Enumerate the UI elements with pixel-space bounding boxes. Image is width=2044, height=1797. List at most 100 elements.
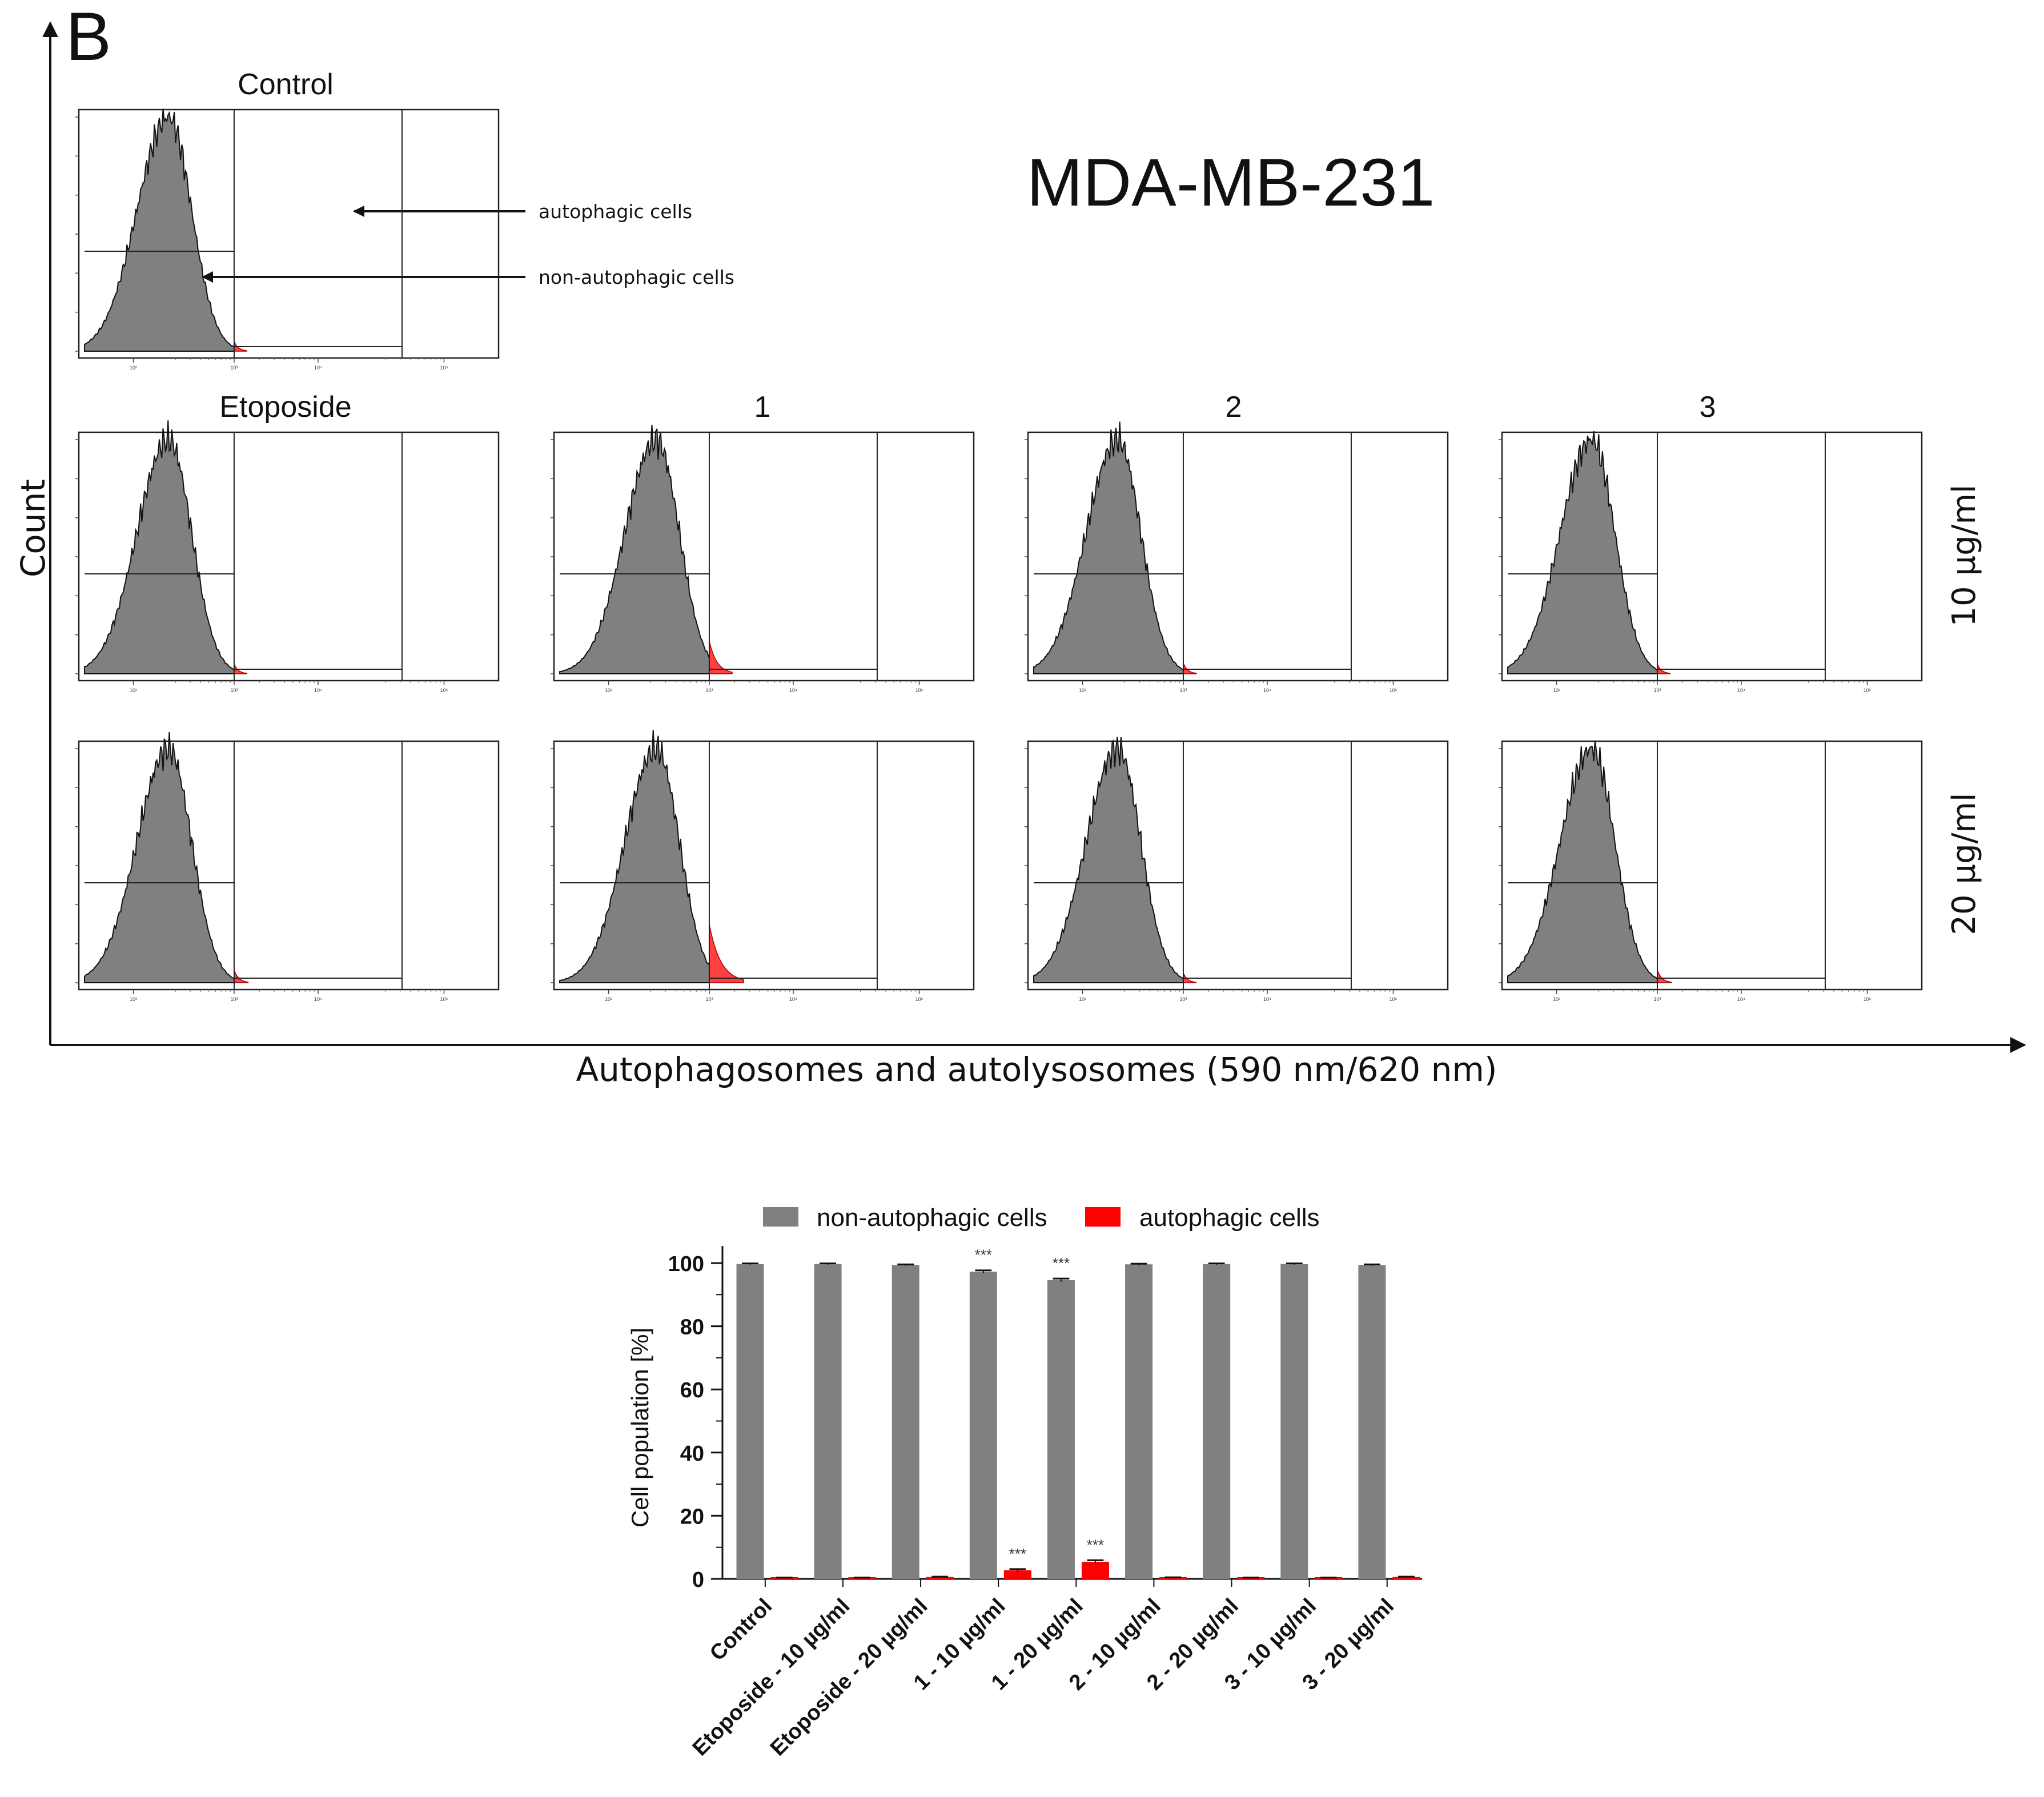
bar-category-label: Etoposide - 10 µg/ml	[688, 1594, 855, 1761]
hist-x-tick-label: 10³	[1653, 996, 1661, 1002]
autophagic-histogram	[1183, 972, 1196, 983]
bar-non-autophagic	[1280, 1264, 1308, 1579]
histogram-panel: 10² 10³ 10⁴ 10⁵	[1025, 737, 1449, 1002]
hist-x-tick-label: 10⁴	[1263, 996, 1271, 1002]
hist-x-tick-label: 10⁴	[1737, 996, 1745, 1002]
hist-x-tick-label: 10²	[1079, 996, 1086, 1002]
autophagic-histogram	[234, 664, 247, 674]
hist-x-tick-label: 10⁴	[1737, 688, 1745, 693]
bar-non-autophagic	[1125, 1264, 1153, 1579]
significance-marker: ***	[975, 1247, 992, 1264]
count-axis-label: Count	[14, 479, 53, 577]
title-compound-3: 3	[1700, 391, 1716, 424]
hist-x-tick-label: 10⁵	[440, 365, 448, 371]
non-autophagic-annotation: non-autophagic cells	[539, 266, 734, 288]
hist-x-tick-label: 10³	[705, 688, 713, 693]
cell-line-title: MDA-MB-231	[1027, 145, 1435, 220]
hist-x-tick-label: 10²	[130, 996, 137, 1002]
histogram-panel: 10² 10³ 10⁴ 10⁵	[75, 108, 500, 371]
legend: non-autophagic cells autophagic cells	[763, 1204, 1320, 1232]
non-autophagic-histogram	[559, 730, 710, 983]
legend-swatch-autophagic	[1085, 1207, 1121, 1227]
hist-x-tick-label: 10³	[1653, 688, 1661, 693]
bar-y-tick-label: 40	[680, 1442, 704, 1466]
autophagic-histogram	[234, 341, 247, 352]
bar-non-autophagic	[1047, 1280, 1075, 1579]
hist-x-tick-label: 10⁵	[1390, 688, 1398, 693]
hist-x-tick-label: 10⁵	[1864, 688, 1872, 693]
significance-marker: ***	[1053, 1255, 1070, 1272]
hist-x-tick-label: 10²	[130, 688, 137, 693]
autophagic-histogram	[234, 970, 249, 983]
histogram-panel: 10² 10³ 10⁴ 10⁵	[1025, 421, 1449, 693]
bar-non-autophagic	[736, 1264, 764, 1579]
hist-x-tick-label: 10⁴	[789, 688, 797, 693]
non-autophagic-histogram	[1507, 431, 1658, 674]
histogram-panel: 10² 10³ 10⁴ 10⁵	[75, 420, 500, 693]
hist-x-tick-label: 10⁴	[314, 996, 322, 1002]
hist-x-tick-label: 10²	[605, 688, 612, 693]
autophagic-histogram	[709, 641, 733, 674]
hist-x-tick-label: 10³	[705, 996, 713, 1002]
title-compound-1: 1	[754, 391, 771, 424]
legend-label-autophagic: autophagic cells	[1139, 1204, 1320, 1232]
hist-x-tick-label: 10²	[1553, 996, 1560, 1002]
bar-y-tick-label: 0	[692, 1568, 704, 1592]
bar-category-label: Etoposide - 20 µg/ml	[766, 1594, 933, 1761]
legend-label-non-autophagic: non-autophagic cells	[817, 1204, 1047, 1232]
non-autophagic-histogram	[1033, 421, 1184, 674]
bar-non-autophagic	[1203, 1264, 1231, 1579]
non-autophagic-histogram	[84, 420, 235, 674]
histogram-panel: 10² 10³ 10⁴ 10⁵	[551, 424, 975, 693]
bar-non-autophagic	[892, 1265, 919, 1579]
hist-x-tick-label: 10⁵	[1864, 996, 1872, 1002]
hist-x-tick-label: 10⁴	[314, 365, 322, 371]
bar-chart: non-autophagic cells autophagic cells Ce…	[627, 1204, 1422, 1760]
hist-x-tick-label: 10²	[130, 365, 137, 371]
hist-x-tick-label: 10⁵	[440, 688, 448, 693]
hist-x-tick-label: 10³	[230, 688, 238, 693]
bar-non-autophagic	[969, 1271, 997, 1579]
legend-swatch-non-autophagic	[763, 1207, 798, 1227]
hist-x-tick-label: 10⁵	[1390, 996, 1398, 1002]
non-autophagic-histogram	[1033, 737, 1184, 983]
hist-x-tick-label: 10⁴	[1263, 688, 1271, 693]
hist-x-tick-label: 10³	[230, 365, 238, 371]
bar-non-autophagic	[1358, 1265, 1386, 1579]
bar-y-tick-label: 100	[668, 1252, 704, 1276]
row-label-10: 10 µg/ml	[1946, 484, 1983, 626]
hist-x-tick-label: 10⁴	[314, 688, 322, 693]
hist-x-tick-label: 10⁵	[440, 996, 448, 1002]
hist-x-tick-label: 10²	[1553, 688, 1560, 693]
title-etoposide: Etoposide	[219, 391, 351, 424]
title-compound-2: 2	[1226, 391, 1242, 424]
hist-x-tick-label: 10²	[605, 996, 612, 1002]
significance-marker: ***	[1009, 1545, 1026, 1562]
autophagic-histogram	[1657, 664, 1670, 674]
bar-autophagic	[1003, 1570, 1031, 1579]
x-axis-title: Autophagosomes and autolysosomes (590 nm…	[576, 1050, 1497, 1089]
autophagic-histogram	[1183, 663, 1197, 674]
hist-x-tick-label: 10⁵	[915, 688, 923, 693]
non-autophagic-histogram	[1507, 741, 1658, 983]
autophagic-annotation: autophagic cells	[539, 200, 692, 223]
bar-non-autophagic	[814, 1264, 842, 1579]
non-autophagic-histogram	[559, 424, 710, 674]
bar-y-axis-label: Cell population [%]	[627, 1328, 653, 1527]
bar-y-tick-label: 80	[680, 1316, 704, 1340]
hist-x-tick-label: 10⁵	[915, 996, 923, 1002]
hist-x-tick-label: 10⁴	[789, 996, 797, 1002]
significance-marker: ***	[1087, 1536, 1104, 1553]
bar-autophagic	[1392, 1577, 1420, 1579]
histogram-panel: 10² 10³ 10⁴ 10⁵	[75, 731, 500, 1002]
hist-x-tick-label: 10³	[230, 996, 238, 1002]
bar-y-tick-label: 60	[680, 1378, 704, 1402]
autophagic-histogram	[1657, 970, 1672, 983]
bar-autophagic	[1081, 1562, 1109, 1579]
title-control: Control	[238, 68, 334, 101]
histogram-panel: 10² 10³ 10⁴ 10⁵	[1499, 740, 1923, 1002]
hist-x-tick-label: 10²	[1079, 688, 1086, 693]
